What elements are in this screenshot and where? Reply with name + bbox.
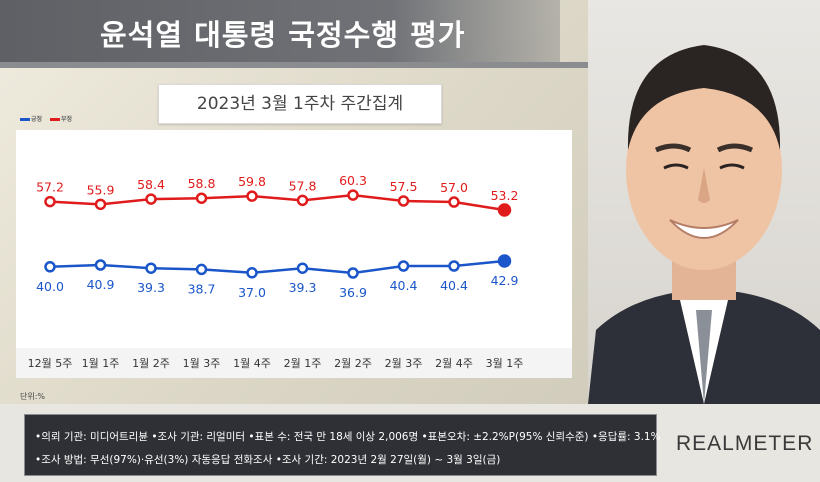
approve-point (347, 267, 359, 279)
disapprove-point (44, 195, 56, 208)
disapprove-point (397, 195, 410, 207)
approve-data-label: 39.3 (137, 280, 165, 295)
x-axis-band (16, 348, 572, 378)
approve-point (448, 260, 460, 272)
approve-data-label: 36.9 (339, 285, 367, 300)
x-tick-label: 1월 1주 (82, 357, 120, 370)
approve-point (246, 267, 258, 279)
realmeter-logo: REALMETER (676, 432, 814, 455)
approve-data-label: 37.0 (238, 285, 266, 300)
disapprove-data-label: 57.0 (440, 180, 468, 195)
x-tick-label: 1월 2주 (132, 357, 170, 370)
disapprove-point (347, 189, 359, 201)
disapprove-data-label: 59.8 (238, 174, 266, 189)
line-chart: 57.2 55.9 58.4 58.8 59.8 57.8 60.3 57.5 57.0 53.2… (16, 173, 572, 378)
disapprove-data-label: 60.3 (339, 173, 367, 188)
disapprove-point (94, 198, 107, 211)
disapprove-data-label: 57.2 (36, 180, 64, 195)
survey-info-line1: •의뢰 기관: 미디어트리뷴 •조사 기관: 리얼미터 •표본 수: 전국 만 … (35, 431, 661, 443)
approve-point (497, 254, 512, 268)
title-bar: 윤석열 대통령 국정수행 평가 (0, 0, 560, 62)
x-tick-label: 3월 1주 (486, 357, 524, 370)
approve-point (44, 261, 56, 273)
disapprove-series-line (49, 193, 505, 212)
unit-label: 단위:% (20, 392, 46, 401)
disapprove-point (296, 194, 309, 207)
chart-panel: 57.2 55.9 58.4 58.8 59.8 57.8 60.3 57.5 57.0 53.2… (16, 130, 572, 378)
x-tick-label: 12월 5주 (28, 357, 73, 370)
disapprove-data-label: 57.5 (390, 179, 418, 194)
approve-data-label: 38.7 (188, 281, 216, 296)
legend-disapprove: 부정 (49, 114, 72, 123)
x-tick-label: 2월 4주 (435, 357, 473, 370)
x-tick-label: 2월 1주 (284, 357, 322, 370)
chart-subtitle: 2023년 3월 1주차 주간집계 (158, 84, 442, 124)
approve-data-label: 40.4 (390, 278, 418, 293)
legend-approve: 긍정 (20, 114, 42, 123)
divider-strip (0, 62, 820, 68)
approve-data-label: 40.0 (36, 279, 64, 294)
disapprove-data-label: 58.4 (137, 177, 165, 192)
disapprove-point (246, 190, 258, 202)
approve-data-label: 40.9 (87, 277, 115, 292)
x-tick-label: 2월 3주 (385, 357, 423, 370)
chart-legend: 긍정 부정 (20, 114, 78, 123)
disapprove-point (448, 196, 460, 208)
president-portrait (588, 0, 820, 404)
disapprove-data-label: 55.9 (87, 182, 115, 197)
survey-info-line2: •조사 방법: 무선(97%)·유선(3%) 자동응답 전화조사 •조사 기간:… (35, 454, 501, 466)
approve-point (195, 263, 208, 276)
approve-point (397, 260, 410, 272)
approve-point (145, 262, 157, 274)
approve-data-label: 39.3 (289, 280, 317, 295)
approve-point (296, 262, 309, 274)
x-tick-label: 2월 2주 (334, 357, 372, 370)
disapprove-data-label: 53.2 (491, 188, 519, 203)
page-title: 윤석열 대통령 국정수행 평가 (100, 18, 466, 52)
survey-info-box: •의뢰 기관: 미디어트리뷴 •조사 기관: 리얼미터 •표본 수: 전국 만 … (24, 414, 661, 476)
disapprove-point (145, 193, 157, 205)
x-tick-label: 1월 4주 (233, 357, 271, 370)
approve-series-line (49, 259, 505, 275)
disapprove-data-label: 57.8 (289, 178, 317, 193)
approve-data-label: 42.9 (491, 273, 519, 288)
disapprove-point (497, 203, 512, 217)
x-tick-label: 1월 3주 (183, 357, 221, 370)
approve-data-label: 40.4 (440, 278, 468, 293)
approve-point (94, 259, 107, 271)
disapprove-point (195, 192, 208, 204)
disapprove-data-label: 58.8 (188, 176, 216, 191)
